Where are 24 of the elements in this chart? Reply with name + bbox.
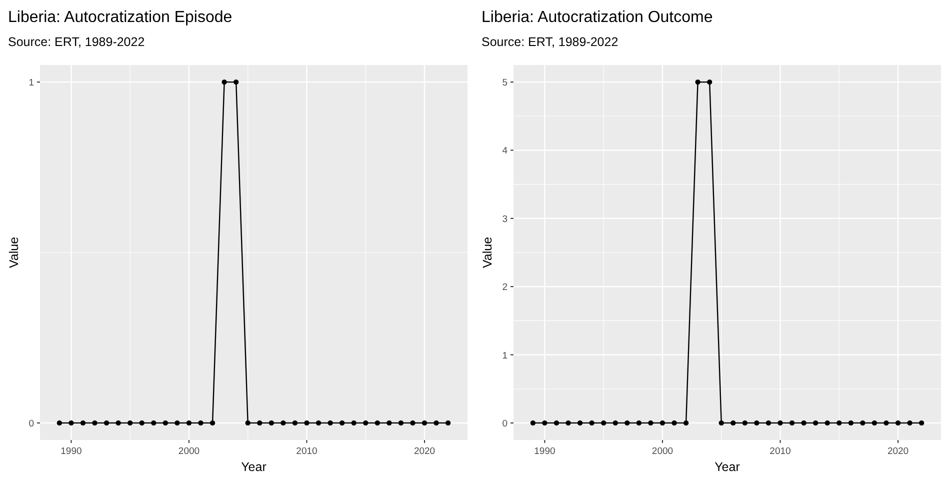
x-tick-label: 2000 bbox=[178, 446, 200, 457]
y-axis-title: Value bbox=[480, 236, 494, 268]
chart-subtitle: Source: ERT, 1989-2022 bbox=[8, 35, 145, 49]
x-tick-label: 2020 bbox=[887, 446, 909, 457]
chart-title: Liberia: Autocratization Episode bbox=[8, 9, 232, 26]
y-tick-label: 2 bbox=[502, 282, 508, 294]
y-tick-label: 4 bbox=[502, 146, 508, 157]
y-tick-label: 1 bbox=[502, 350, 508, 362]
y-tick-label: 1 bbox=[28, 78, 34, 89]
y-axis-title: Value bbox=[7, 236, 21, 268]
x-axis-title: Year bbox=[241, 460, 266, 474]
x-tick-label: 1990 bbox=[60, 446, 82, 457]
x-tick-label: 2000 bbox=[652, 446, 674, 457]
x-tick-label: 1990 bbox=[534, 446, 556, 457]
chart-subtitle: Source: ERT, 1989-2022 bbox=[482, 35, 618, 49]
y-tick-label: 5 bbox=[502, 78, 508, 89]
y-tick-label: 3 bbox=[502, 214, 508, 225]
x-tick-label: 2020 bbox=[414, 446, 436, 457]
chart-title: Liberia: Autocratization Outcome bbox=[482, 9, 713, 26]
y-tick-label: 0 bbox=[28, 418, 34, 430]
x-axis-title: Year bbox=[714, 460, 740, 474]
x-tick-label: 2010 bbox=[770, 446, 791, 457]
x-tick-label: 2010 bbox=[296, 446, 318, 457]
y-tick-label: 0 bbox=[502, 418, 508, 430]
